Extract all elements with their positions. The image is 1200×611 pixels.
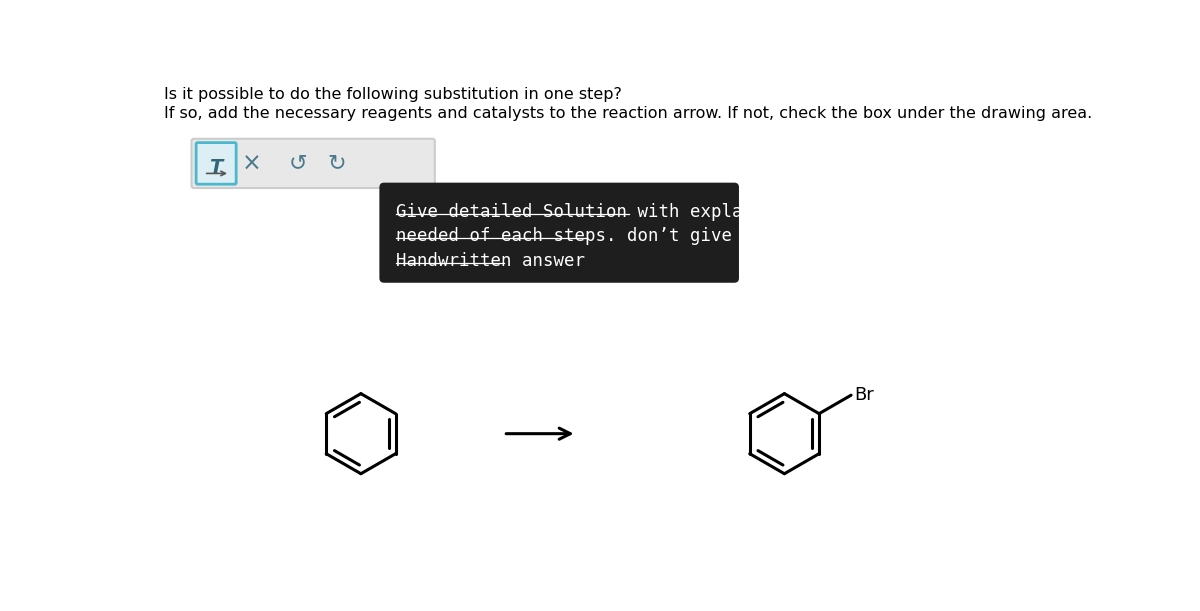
Text: Handwritten answer: Handwritten answer [396,252,586,270]
Text: ×: × [241,152,262,175]
Text: T: T [210,158,223,177]
FancyBboxPatch shape [379,183,739,283]
Text: needed of each steps. don’t give: needed of each steps. don’t give [396,227,732,246]
Text: Br: Br [854,386,874,404]
Text: Is it possible to do the following substitution in one step?: Is it possible to do the following subst… [163,87,622,102]
Text: ↻: ↻ [326,153,346,174]
FancyBboxPatch shape [192,139,434,188]
Text: Give detailed Solution with explanation: Give detailed Solution with explanation [396,203,806,221]
Text: If so, add the necessary reagents and catalysts to the reaction arrow. If not, c: If so, add the necessary reagents and ca… [163,106,1092,120]
Text: ↺: ↺ [288,153,307,174]
FancyBboxPatch shape [196,142,236,184]
